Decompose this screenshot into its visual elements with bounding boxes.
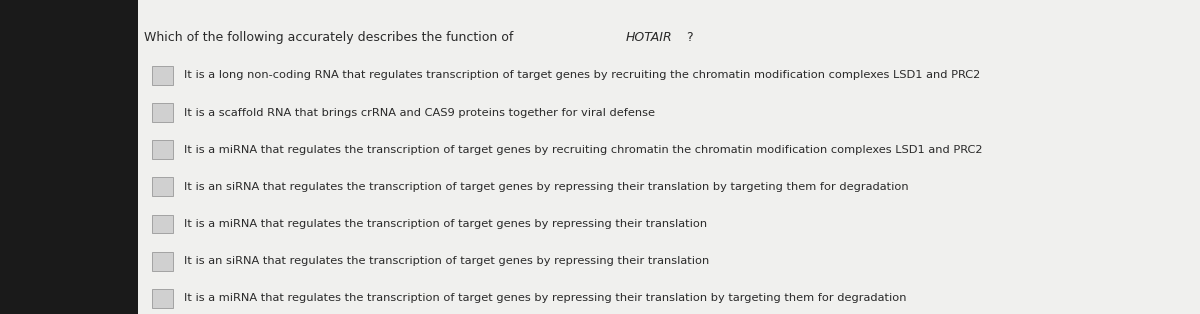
Text: It is a miRNA that regulates the transcription of target genes by repressing the: It is a miRNA that regulates the transcr… [184,219,707,229]
FancyBboxPatch shape [152,289,173,308]
Text: Which of the following accurately describes the function of: Which of the following accurately descri… [144,31,517,44]
Text: It is a miRNA that regulates the transcription of target genes by repressing the: It is a miRNA that regulates the transcr… [184,293,906,303]
Text: It is a long non-coding RNA that regulates transcription of target genes by recr: It is a long non-coding RNA that regulat… [184,70,980,80]
FancyBboxPatch shape [152,103,173,122]
FancyBboxPatch shape [152,140,173,159]
Text: It is an siRNA that regulates the transcription of target genes by repressing th: It is an siRNA that regulates the transc… [184,182,908,192]
FancyBboxPatch shape [152,177,173,196]
FancyBboxPatch shape [152,252,173,271]
FancyBboxPatch shape [152,214,173,233]
Text: It is an siRNA that regulates the transcription of target genes by repressing th: It is an siRNA that regulates the transc… [184,256,709,266]
FancyBboxPatch shape [0,0,138,314]
Text: It is a miRNA that regulates the transcription of target genes by recruiting chr: It is a miRNA that regulates the transcr… [184,145,982,155]
Text: ?: ? [686,31,692,44]
FancyBboxPatch shape [138,0,1200,314]
Text: HOTAIR: HOTAIR [625,31,672,44]
Text: It is a scaffold RNA that brings crRNA and CAS9 proteins together for viral defe: It is a scaffold RNA that brings crRNA a… [184,107,655,117]
FancyBboxPatch shape [152,66,173,85]
